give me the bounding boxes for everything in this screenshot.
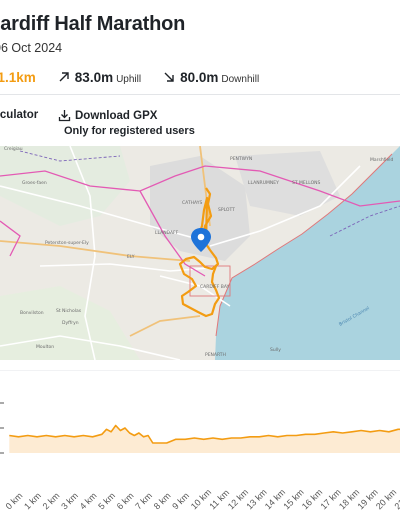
- map-label: CATHAYS: [182, 200, 202, 206]
- map-label: Marshfield: [370, 157, 394, 163]
- distance-stat: 21.1km: [0, 70, 36, 85]
- map-canvas[interactable]: PENTWYN Marshfield LLANRUMNEY ST MELLONS…: [0, 146, 400, 360]
- route-map[interactable]: PENTWYN Marshfield LLANRUMNEY ST MELLONS…: [0, 146, 400, 360]
- route-actions: Calculator Download GPX Only for registe…: [0, 109, 400, 137]
- map-label: Moulton: [36, 344, 54, 350]
- route-stats: 21.1km 83.0m Uphill 80.0m Downhill: [0, 68, 281, 86]
- uphill-label: Uphill: [116, 73, 142, 85]
- map-label: LLANRUMNEY: [248, 180, 279, 186]
- map-green-area: [0, 286, 140, 360]
- map-label: CARDIFF BAY: [200, 284, 230, 290]
- map-label: ST MELLONS: [292, 180, 321, 186]
- map-coast-boundary: [215, 153, 393, 337]
- x-tick-label: 2 km: [41, 491, 62, 512]
- calculator-link[interactable]: Calculator: [0, 109, 39, 121]
- x-tick-label: 3 km: [59, 491, 80, 512]
- map-label: Peterston-super-Ely: [45, 240, 89, 246]
- map-label: Sully: [270, 347, 281, 353]
- x-tick-label: 5 km: [96, 491, 117, 512]
- map-label: Dyffryn: [62, 320, 79, 326]
- map-label: LLANDAFF: [155, 230, 179, 236]
- x-tick-label: 1 km: [22, 491, 43, 512]
- map-motorways: [0, 165, 400, 277]
- x-axis-labels: 0 km1 km2 km3 km4 km5 km6 km7 km8 km9 km…: [4, 487, 400, 511]
- divider: [0, 94, 400, 95]
- x-tick-label: 7 km: [133, 491, 154, 512]
- map-major-roads: [0, 146, 211, 337]
- elevation-chart-svg: 0 km1 km2 km3 km4 km5 km6 km7 km8 km9 km…: [0, 369, 400, 511]
- map-sea: [215, 146, 400, 360]
- y-axis-ticks: [0, 402, 4, 454]
- event-date: 06 Oct 2024: [0, 41, 63, 55]
- download-gpx-label: Download GPX: [75, 109, 158, 122]
- map-urban-area: [150, 156, 250, 261]
- map-label: Bonvilston: [20, 310, 44, 316]
- map-label: PENARTH: [205, 352, 226, 358]
- x-tick-label: 4 km: [78, 491, 99, 512]
- event-title: Cardiff Half Marathon: [0, 13, 186, 35]
- x-tick-label: 0 km: [4, 491, 25, 512]
- map-label: Groes-faen: [22, 180, 47, 186]
- arrow-down-right-icon: [164, 72, 174, 82]
- map-label: ELY: [127, 254, 135, 260]
- downhill-label: Downhill: [221, 73, 260, 85]
- map-urban-area: [235, 151, 340, 216]
- map-label: St Nicholas: [56, 308, 82, 314]
- x-tick-label: 9 km: [170, 491, 191, 512]
- map-label: SPLOTT: [218, 207, 235, 213]
- map-green-area: [0, 146, 130, 226]
- downhill-stat: 80.0m Downhill: [163, 70, 259, 85]
- download-gpx-button[interactable]: Download GPX: [58, 109, 157, 122]
- gpx-registration-note: Only for registered users: [64, 125, 195, 137]
- map-label: Creigiau: [4, 146, 23, 152]
- location-pin-icon[interactable]: [191, 228, 211, 252]
- x-tick-label: 8 km: [152, 491, 173, 512]
- elevation-line: [9, 424, 400, 444]
- map-boundaries: [19, 150, 400, 237]
- x-tick-label: 21 km: [392, 487, 400, 511]
- arrow-up-right-icon: [59, 72, 69, 82]
- elevation-chart: 0 km 1 km 2 km 3 km 4 km 5 km 6 km 7 km 8 km 9 km…: [0, 369, 400, 516]
- distance-value: 21.1km: [0, 69, 36, 85]
- uphill-stat: 83.0m Uphill: [58, 70, 141, 85]
- map-area-outline: [189, 265, 231, 297]
- map-label: PENTWYN: [230, 156, 252, 162]
- x-tick-label: 11 km: [207, 487, 231, 511]
- uphill-value: 83.0m: [74, 69, 114, 85]
- x-tick-label: 6 km: [115, 491, 136, 512]
- download-icon: [58, 110, 71, 122]
- downhill-value: 80.0m: [180, 69, 219, 85]
